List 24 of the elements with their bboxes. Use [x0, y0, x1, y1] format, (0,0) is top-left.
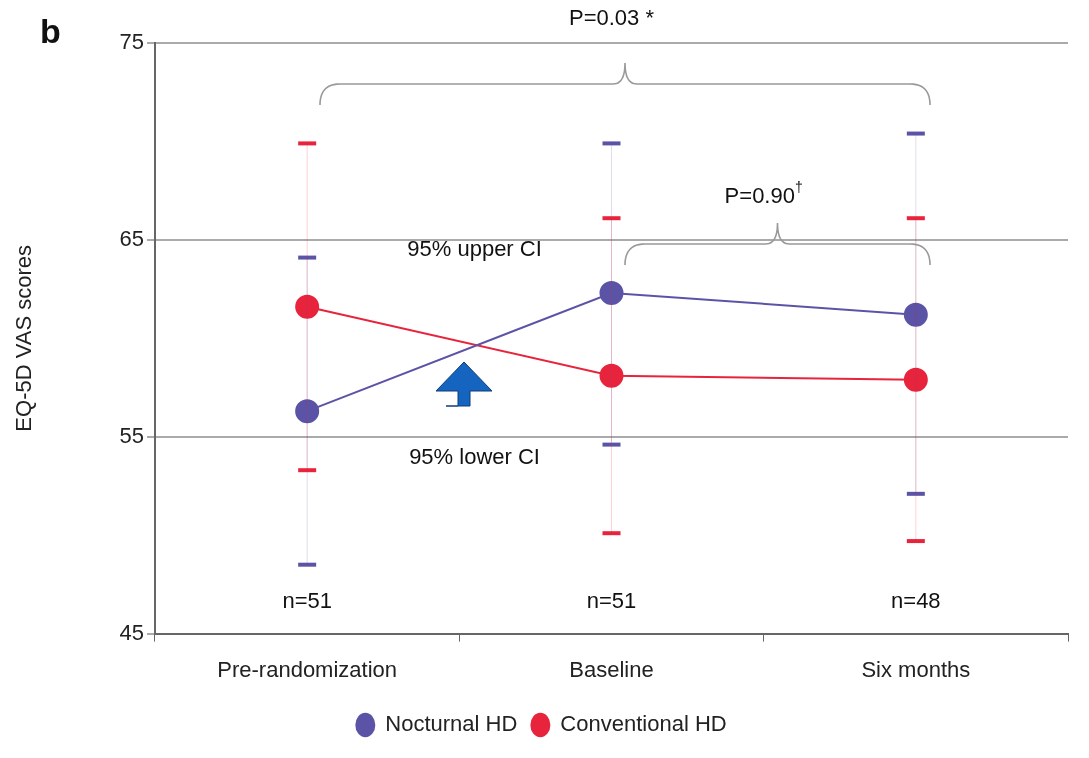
- y-tick-label: 65: [119, 225, 144, 251]
- y-tick-label: 55: [119, 422, 144, 448]
- legend-label: Conventional HD: [560, 711, 727, 737]
- text: b: [40, 12, 61, 51]
- annotation: n=51: [282, 588, 332, 614]
- text: P=0.03 *: [568, 5, 655, 31]
- point: [599, 363, 624, 388]
- annotation: n=51: [586, 588, 637, 614]
- x-tick-label: Baseline: [569, 656, 654, 682]
- x-tick-label: Six months: [861, 656, 971, 682]
- x-tick-label: Pre-randomization: [217, 656, 398, 682]
- point: [295, 294, 320, 319]
- y-axis-title: EQ-5D VAS scores: [11, 244, 37, 432]
- point: [295, 399, 320, 424]
- annotation: 95% upper CI: [407, 235, 542, 261]
- point: [599, 281, 624, 306]
- legend-label: Nocturnal HD: [385, 711, 518, 737]
- annotation: n=48: [891, 588, 941, 614]
- annotation: 95% lower CI: [409, 444, 540, 470]
- point: [903, 302, 928, 327]
- y-tick-label: 45: [119, 619, 144, 645]
- point: [903, 367, 928, 392]
- y-tick-label: 75: [119, 29, 144, 55]
- annotation: P=0.90†: [724, 178, 803, 208]
